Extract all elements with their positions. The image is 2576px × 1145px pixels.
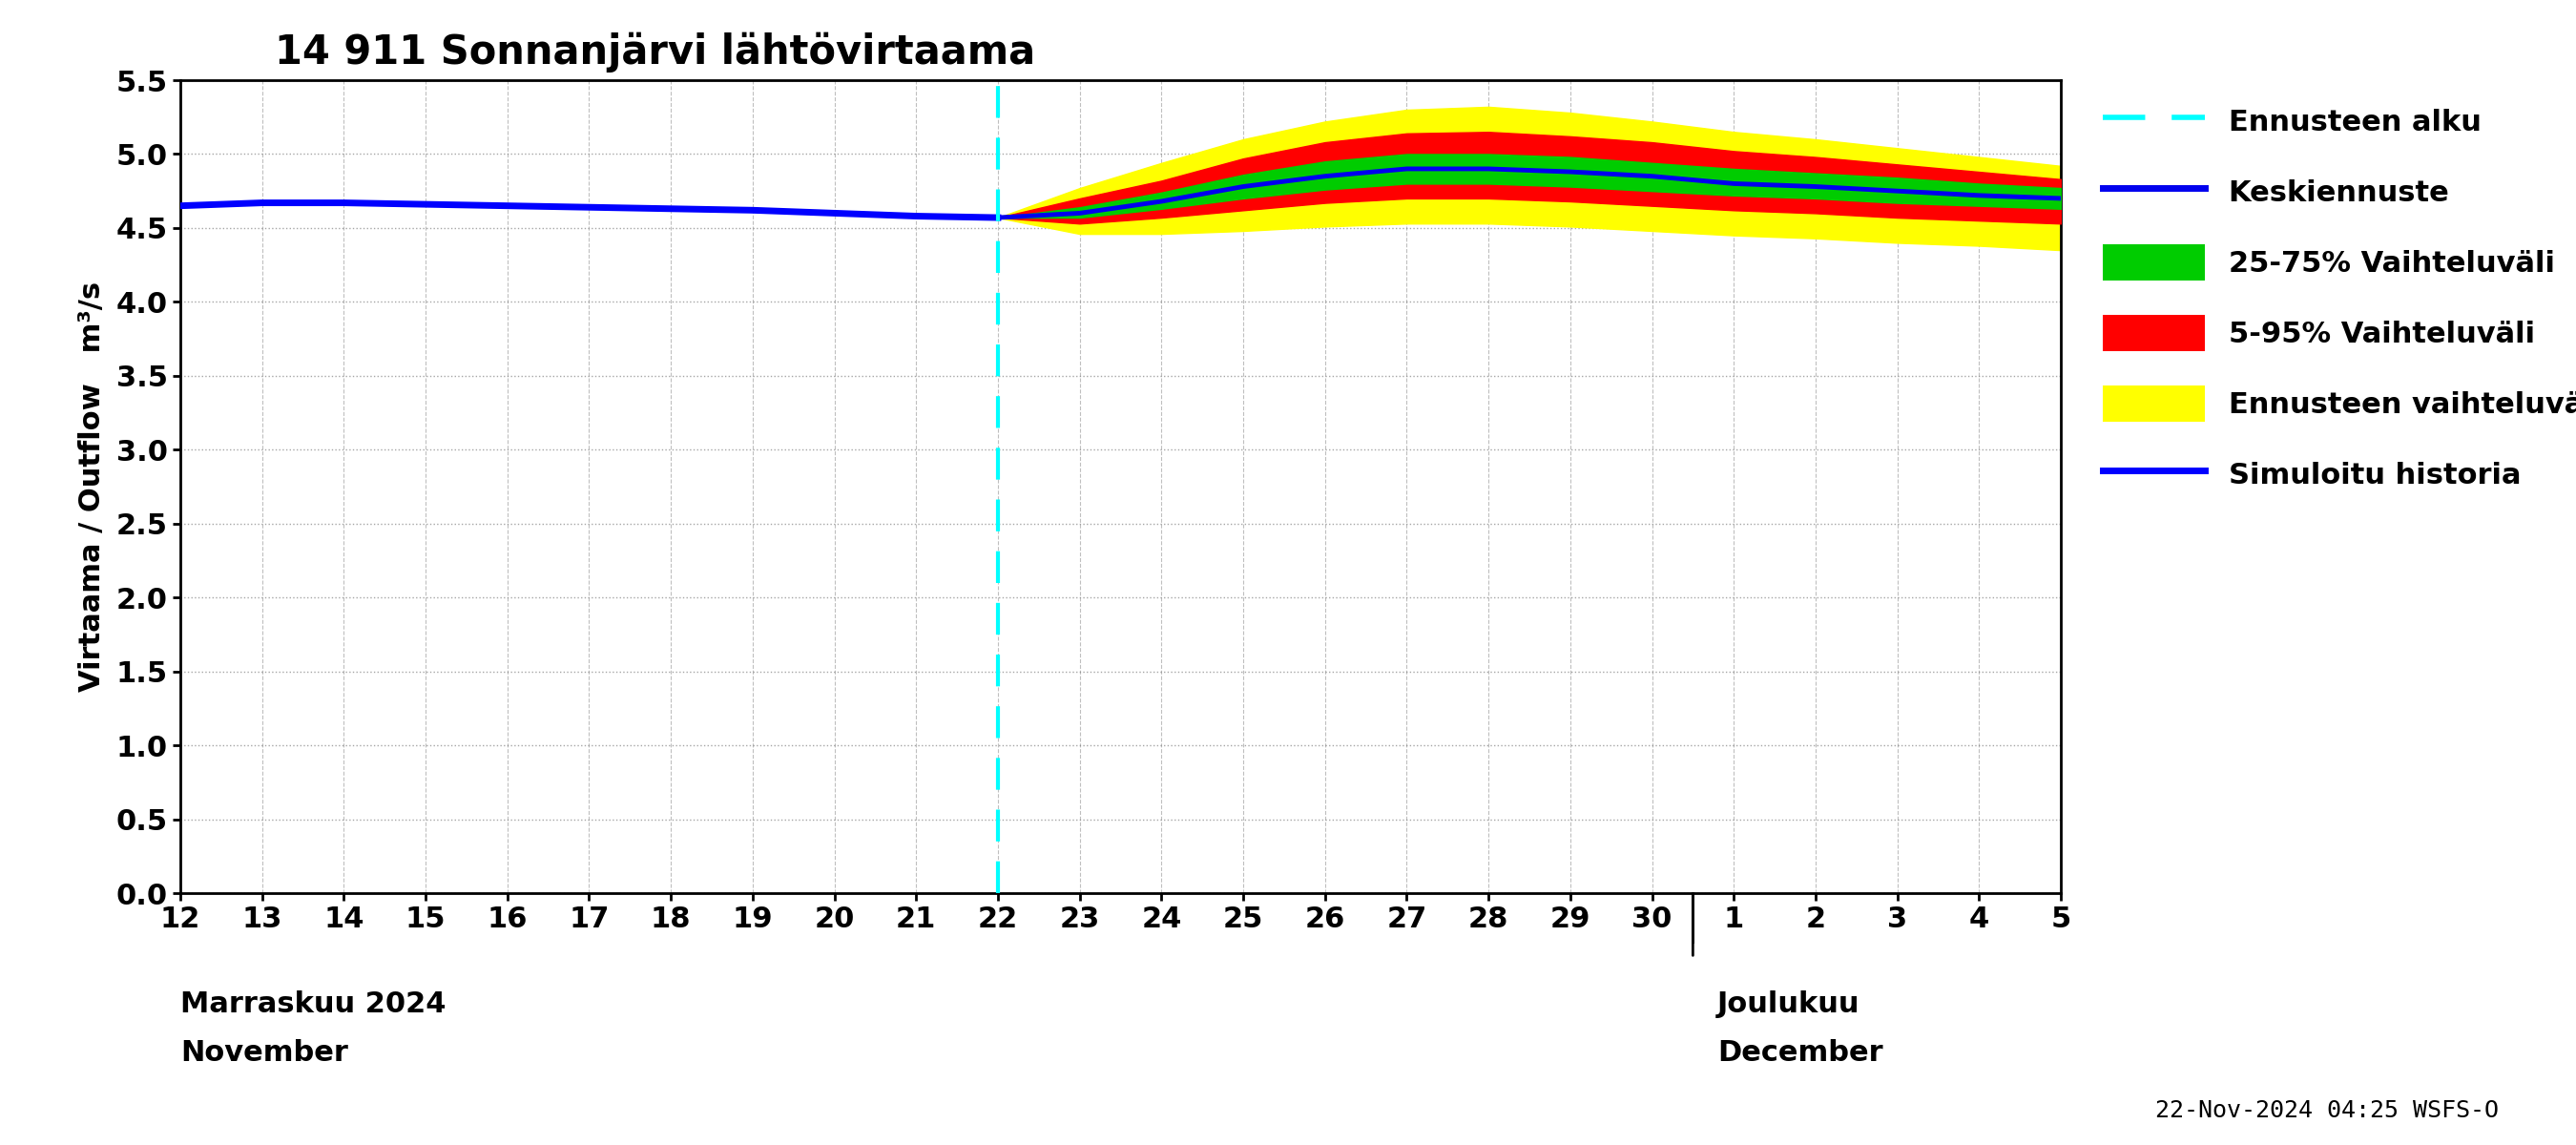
Text: Marraskuu 2024: Marraskuu 2024 <box>180 990 446 1018</box>
Text: 22-Nov-2024 04:25 WSFS-O: 22-Nov-2024 04:25 WSFS-O <box>2156 1099 2499 1122</box>
Text: Joulukuu: Joulukuu <box>1718 990 1860 1018</box>
Legend: Ennusteen alku, Keskiennuste, 25-75% Vaihteluväli, 5-95% Vaihteluväli, Ennusteen: Ennusteen alku, Keskiennuste, 25-75% Vai… <box>2094 95 2576 500</box>
Text: November: November <box>180 1040 348 1067</box>
Text: December: December <box>1718 1040 1883 1067</box>
Y-axis label: Virtaama / Outflow   m³/s: Virtaama / Outflow m³/s <box>77 282 106 692</box>
Text: 14 911 Sonnanjärvi lähtövirtaama: 14 911 Sonnanjärvi lähtövirtaama <box>276 32 1036 73</box>
